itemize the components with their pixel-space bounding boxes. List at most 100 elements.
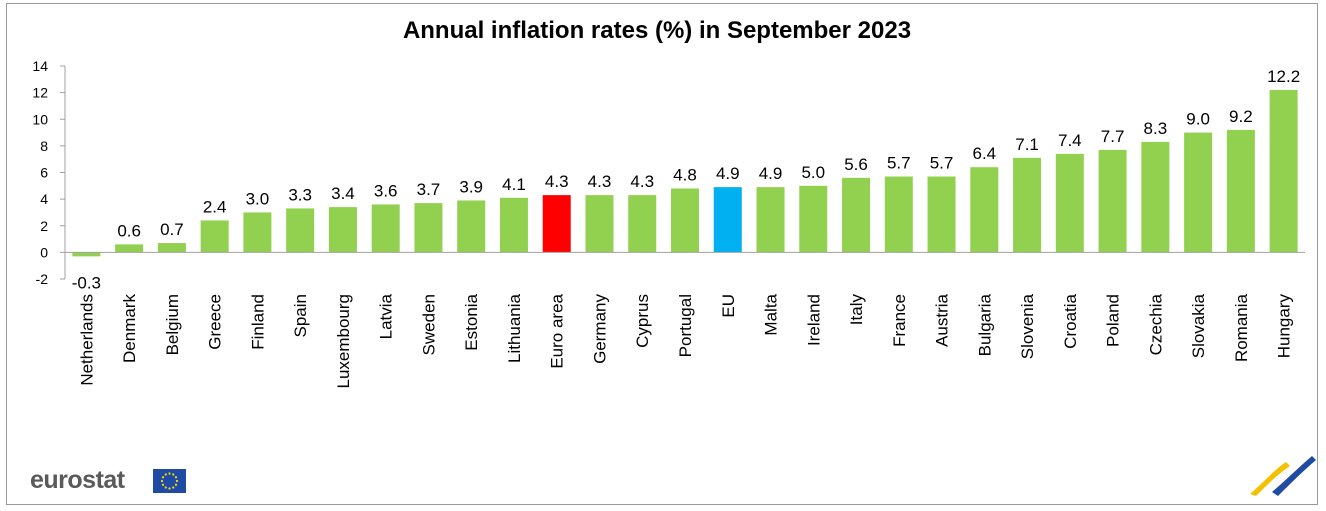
eu-flag-icon [153,469,186,493]
bar-slovakia [1184,132,1213,253]
bar-slovenia [1013,157,1042,253]
data-label: 3.6 [374,181,398,200]
x-tick-label: Euro area [548,293,567,368]
x-tick-label: Austria [933,293,952,346]
data-label: 8.3 [1144,119,1168,138]
bar-portugal [671,188,699,253]
data-label: 5.6 [844,155,868,174]
y-tick-label: 2 [40,218,48,234]
x-tick-label: Bulgaria [975,293,994,356]
data-label: 5.0 [801,163,825,182]
x-tick-label: Malta [762,293,781,335]
x-tick-label: Italy [847,294,866,326]
data-label: 4.9 [759,164,783,183]
x-tick-label: Cyprus [633,294,652,348]
bar-sweden [414,203,443,253]
data-label: 3.9 [459,177,483,196]
bar-spain [286,208,315,253]
x-tick-label: Denmark [120,294,139,363]
x-tick-label: Lithuania [505,293,524,363]
y-tick-label: 12 [32,85,48,101]
bar-luxembourg [328,207,357,253]
bar-austria [927,176,956,253]
x-tick-label: Ireland [804,294,823,346]
bar-estonia [457,200,486,253]
x-tick-label: Latvia [377,293,396,339]
x-tick-label: Slovakia [1189,293,1208,358]
data-label: 7.7 [1101,127,1125,146]
x-tick-label: France [890,294,909,347]
x-tick-label: Germany [590,294,609,364]
bar-hungary [1269,89,1298,253]
data-label: 9.2 [1229,107,1253,126]
data-label: 4.1 [502,175,526,194]
eurostat-logo-text: eurostat [30,466,125,494]
bar-romania [1226,129,1255,253]
data-label: 2.4 [203,197,227,216]
bar-belgium [157,243,186,253]
bar-greece [200,220,229,253]
x-tick-label: Croatia [1061,293,1080,348]
x-tick-label: Luxembourg [334,294,353,389]
y-tick-label: 8 [40,138,48,154]
bar-finland [243,212,272,253]
data-label: 7.4 [1058,131,1082,150]
data-label: 0.7 [160,220,184,239]
bar-ireland [799,185,828,253]
bar-poland [1098,149,1127,253]
y-tick-label: 14 [32,58,48,74]
x-tick-label: Portugal [676,294,695,357]
data-label: 5.7 [930,153,954,172]
bar-italy [842,177,871,253]
data-label: 4.8 [673,165,697,184]
x-tick-label: Czechia [1146,293,1165,355]
bar-euro-area [542,195,571,253]
y-tick-label: 6 [40,165,48,181]
y-tick-label: -2 [36,271,49,287]
data-label: -0.3 [72,273,101,292]
bar-germany [585,195,614,253]
bar-croatia [1055,153,1084,253]
eurostat-swoosh-icon [1250,456,1316,496]
data-label: 5.7 [887,153,911,172]
data-label: 0.6 [117,221,141,240]
data-label: 12.2 [1267,67,1300,86]
data-label: 3.7 [417,180,441,199]
bar-bulgaria [970,167,999,253]
x-tick-label: Finland [248,294,267,350]
bar-latvia [371,204,400,253]
bars: -0.3 0.6 0.7 2.4 3.0 3.3 3.4 3.6 3.7 3.9 4.1 4.3 4.3… [72,67,1300,292]
chart-frame [6,3,1318,505]
x-tick-label: Estonia [462,293,481,350]
data-label: 6.4 [972,144,996,163]
data-label: 4.3 [545,172,569,191]
x-axis: Netherlands Denmark Belgium Greece Finland Sp… [65,251,1305,389]
x-tick-label: Slovenia [1018,293,1037,359]
x-tick-label: Netherlands [77,294,96,386]
data-label: 4.3 [588,172,612,191]
y-tick-label: 0 [40,244,48,260]
y-axis: -2 0 2 4 6 8 10 12 14 [32,58,66,287]
data-label: 3.3 [288,185,312,204]
x-tick-label: Greece [206,294,225,350]
bar-denmark [115,244,144,253]
bar-eu [713,187,742,253]
data-label: 9.0 [1186,110,1210,129]
x-tick-label: Poland [1104,294,1123,347]
y-tick-label: 4 [40,191,48,207]
bar-netherlands [72,252,101,257]
data-label: 3.0 [246,189,270,208]
chart-title: Annual inflation rates (%) in September … [403,17,911,44]
x-tick-label: Spain [291,294,310,337]
data-label: 4.3 [630,172,654,191]
bar-lithuania [499,197,528,253]
bar-malta [756,187,785,253]
data-label: 4.9 [716,164,740,183]
data-label: 7.1 [1015,135,1039,154]
y-tick-label: 10 [32,111,48,127]
x-tick-label: Hungary [1275,294,1294,359]
x-tick-label: Belgium [163,294,182,355]
bar-cyprus [628,195,657,253]
bar-france [884,176,913,253]
